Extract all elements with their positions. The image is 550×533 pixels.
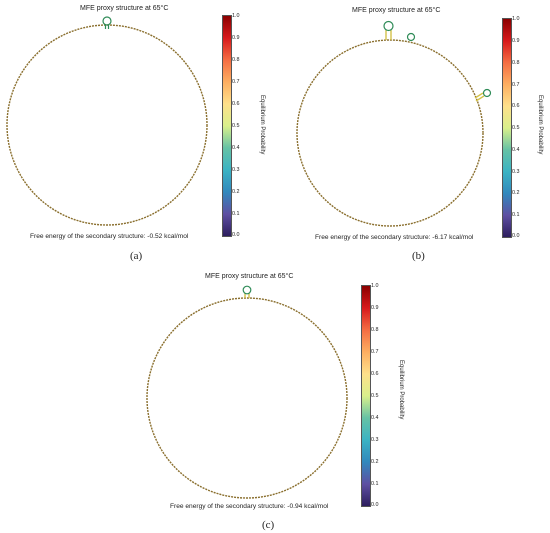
panel-b-structure — [296, 20, 492, 227]
panel-c-title: MFE proxy structure at 65°C — [205, 273, 294, 280]
panel-c-tick: 0.7 — [371, 349, 379, 355]
panel-c-tick: 1.0 — [371, 283, 379, 289]
panel-b-title: MFE proxy structure at 65°C — [352, 7, 441, 14]
panel-a-tick: 0.7 — [232, 79, 240, 85]
panel-b-tick: 0.8 — [512, 60, 520, 66]
panel-c-tick: 0.1 — [371, 481, 379, 487]
panel-a-tick: 0.0 — [232, 232, 240, 238]
panel-c-tick: 0.3 — [371, 437, 379, 443]
panel-c-tick: 0.8 — [371, 327, 379, 333]
panel-b-tick: 0.5 — [512, 125, 520, 131]
panel-a-tick: 0.5 — [232, 123, 240, 129]
panel-c-colorbar — [361, 285, 371, 507]
panel-b-tick: 0.6 — [512, 103, 520, 109]
panel-c-structure — [146, 285, 348, 499]
panel-b-tick: 0.1 — [512, 212, 520, 218]
panel-a-tick: 0.6 — [232, 101, 240, 107]
panel-a-backbone-circle — [6, 24, 208, 226]
panel-c-tick: 0.0 — [371, 502, 379, 508]
panel-b-stem-3 — [474, 92, 484, 99]
panel-b-tick: 0.3 — [512, 169, 520, 175]
panel-c-hairpin-loop — [242, 285, 252, 295]
panel-b-tick: 0.7 — [512, 82, 520, 88]
panel-b-tick: 1.0 — [512, 16, 520, 22]
panel-a-caption: (a) — [130, 250, 143, 262]
panel-b-colorbar — [502, 18, 512, 238]
panel-a-structure — [6, 16, 208, 226]
panel-a-tick: 0.8 — [232, 57, 240, 63]
panel-c-tick: 0.2 — [371, 459, 379, 465]
panel-b-backbone-circle — [296, 39, 484, 227]
panel-c-tick: 0.5 — [371, 393, 379, 399]
panel-b-colorbar-label: Equilibrium Probability — [537, 95, 543, 155]
panel-b-hairpin-loop-3 — [482, 88, 492, 98]
panel-a-tick: 0.4 — [232, 145, 240, 151]
panel-b-energy-label: Free energy of the secondary structure: … — [315, 234, 474, 241]
panel-a-colorbar — [222, 15, 232, 237]
panel-a-energy-label: Free energy of the secondary structure: … — [30, 233, 189, 240]
panel-a-hairpin-loop — [102, 16, 112, 26]
panel-c-caption: (c) — [262, 519, 275, 531]
panel-a-tick: 0.3 — [232, 167, 240, 173]
panel-b-hairpin-loop-1 — [383, 20, 394, 32]
panel-c-colorbar-label: Equilibrium Probability — [398, 360, 404, 420]
panel-a-title: MFE proxy structure at 65°C — [80, 5, 169, 12]
panel-b-tick: 0.2 — [512, 190, 520, 196]
panel-c-tick: 0.6 — [371, 371, 379, 377]
panel-c-backbone-circle — [146, 297, 348, 499]
panel-a-tick: 1.0 — [232, 13, 240, 19]
panel-c-energy-label: Free energy of the secondary structure: … — [170, 503, 329, 510]
panel-a-tick: 0.1 — [232, 211, 240, 217]
panel-b-tick: 0.9 — [512, 38, 520, 44]
panel-b-caption: (b) — [412, 250, 425, 262]
panel-c-tick: 0.4 — [371, 415, 379, 421]
panel-b-hairpin-loop-2 — [406, 32, 416, 42]
panel-a-tick: 0.2 — [232, 189, 240, 195]
panel-b-tick: 0.0 — [512, 233, 520, 239]
panel-a-colorbar-label: Equilibrium Probability — [259, 95, 265, 155]
panel-a-tick: 0.9 — [232, 35, 240, 41]
panel-c-tick: 0.9 — [371, 305, 379, 311]
panel-b-tick: 0.4 — [512, 147, 520, 153]
